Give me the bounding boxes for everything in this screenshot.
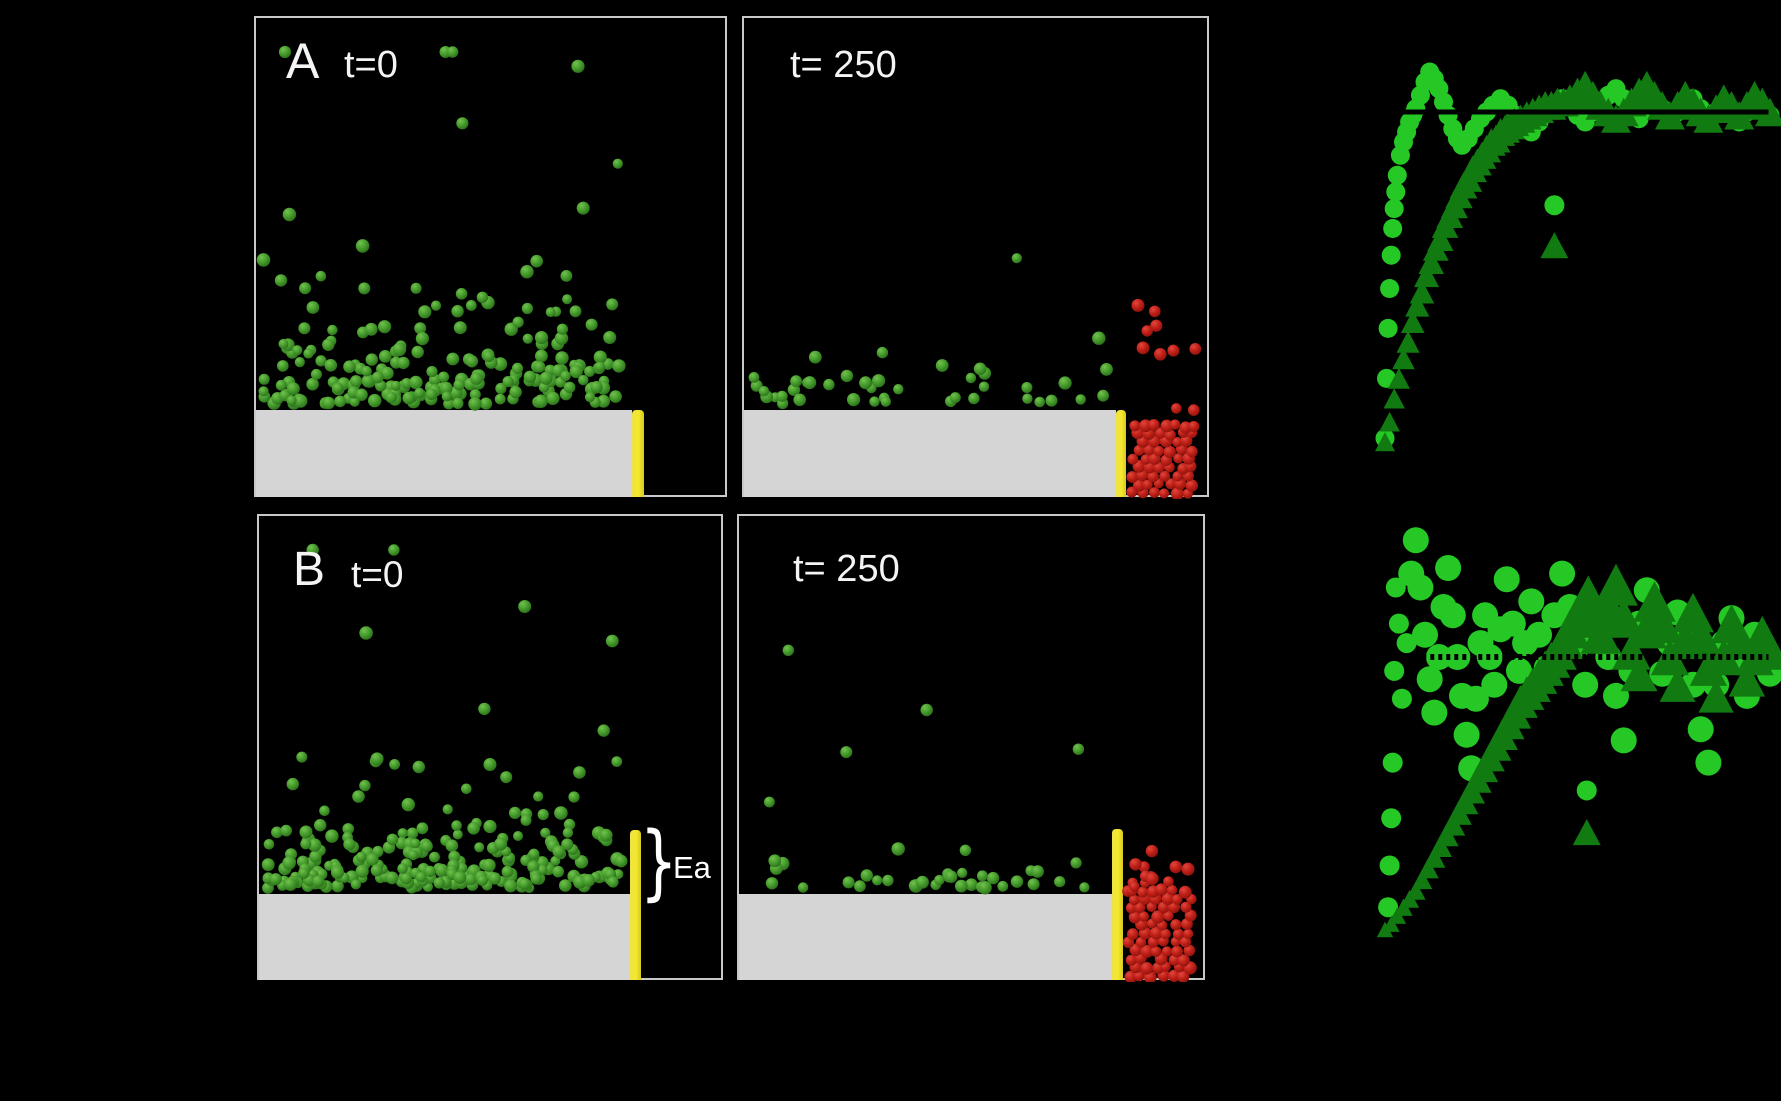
time-label-b-t250: t= 250 [793, 548, 900, 590]
panel-b-t0-snapshot: B t=0 } Ea [257, 514, 723, 980]
barrier-bar [630, 830, 641, 980]
activation-energy-brace: } [640, 815, 678, 910]
legend-circle-marker [1576, 780, 1597, 801]
substrate-slab [259, 894, 630, 980]
legend-circle-marker [1544, 195, 1565, 216]
particle-field [261, 543, 628, 894]
legend-triangle-marker [1540, 232, 1569, 259]
particle-field [764, 644, 1197, 982]
barrier-bar [632, 410, 644, 497]
time-label-b-t0: t=0 [351, 554, 404, 595]
substrate-slab [744, 410, 1116, 497]
time-label-a-t0: t=0 [344, 44, 398, 86]
legend-triangle-marker [1572, 819, 1601, 846]
time-label-a-t250: t= 250 [790, 44, 897, 86]
particle-field [748, 253, 1202, 499]
kinetics-a [1375, 62, 1781, 452]
panel-letter-b: B [293, 543, 326, 596]
panel-letter-a: A [286, 33, 320, 89]
particle-field [256, 45, 626, 411]
kinetics-b [1376, 527, 1781, 938]
panel-b-t250-snapshot: t= 250 [737, 514, 1205, 982]
activation-energy-label: Ea [673, 850, 711, 885]
panel-a-t0-snapshot: A t=0 [254, 16, 727, 497]
panel-a-t250-snapshot: t= 250 [742, 16, 1209, 499]
substrate-slab [256, 410, 632, 497]
substrate-slab [739, 894, 1112, 980]
barrier-bar [1116, 410, 1126, 497]
barrier-bar [1112, 829, 1123, 980]
